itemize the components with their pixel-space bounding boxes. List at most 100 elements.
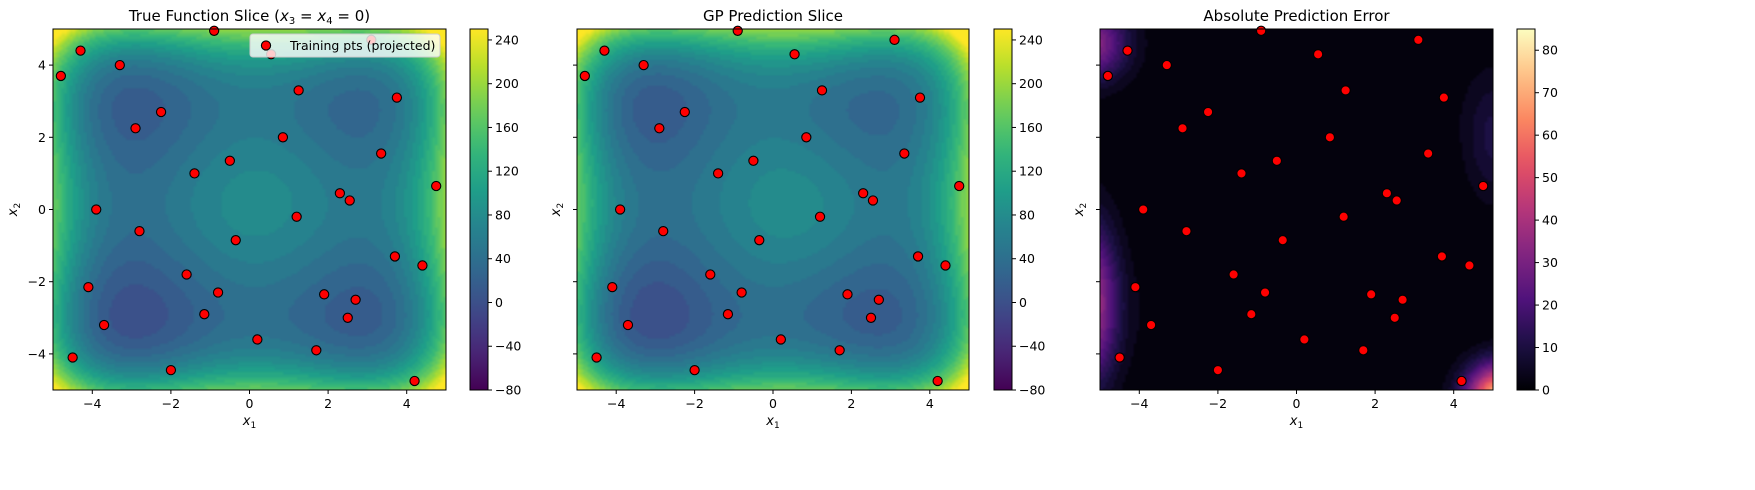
x-tick-label: 4 [926,396,934,411]
x-tick-label: 2 [847,396,855,411]
contour-field [1100,29,1493,390]
training-point [889,34,900,45]
training-point [867,195,879,206]
colorbar-tick-label: 70 [1542,85,1558,100]
training-point [1456,375,1467,387]
colorbar-tick-label: 80 [495,207,511,222]
y-axis-label: x2 [1072,203,1089,217]
training-point [212,287,224,298]
x-tick-label: 2 [1371,396,1379,411]
training-point [1413,34,1424,45]
training-point [1202,106,1214,118]
training-point [1340,85,1351,96]
training-point [954,180,965,192]
training-point [638,59,649,71]
training-point [858,188,869,199]
colorbar-tick-label: −40 [1019,339,1045,354]
training-point [1299,334,1310,345]
training-point [1277,235,1288,246]
x-tick-label: −2 [685,396,703,411]
colorbar [469,28,489,391]
training-point [591,352,602,363]
legend-label: Training pts (projected) [289,38,435,53]
training-point [1358,345,1369,356]
training-point [689,364,700,376]
subplot-1: −4 −2 0 2 4 −4 −2 0 2 4 x1 x2 True Function Slice (x… [6,7,521,431]
training-point [1324,132,1336,143]
colorbar-tick-label: −80 [1019,383,1045,398]
x-tick-label: 4 [403,396,411,411]
training-point [1397,294,1408,305]
training-point [712,168,724,179]
training-point [814,211,826,222]
training-point [181,269,192,280]
training-point [834,345,845,356]
colorbar-tick-label: 240 [1019,32,1043,47]
training-point [208,25,220,36]
training-point [679,106,690,118]
colorbar-tick-label: 40 [1019,251,1035,266]
contour-field [53,29,446,390]
training-point [1381,188,1393,199]
training-point [816,85,828,96]
y-axis-label: x2 [549,203,566,217]
training-point [658,226,669,237]
training-point [748,155,759,166]
training-point [842,289,853,300]
training-point [277,132,289,143]
training-point [932,375,943,387]
legend-box [249,33,441,58]
subplot-3: −4 −2 0 2 4 x1 x2 Absolute Prediction Error 0 10 2… [1072,7,1558,431]
training-point [1259,287,1271,298]
x-tick-label: 2 [324,396,332,411]
y-tick-label: −2 [28,274,46,289]
training-point [1138,204,1149,215]
training-point [83,281,94,293]
training-point [899,148,910,159]
training-point [1228,269,1239,280]
x-tick-label: −4 [1130,396,1148,411]
training-point [311,345,322,356]
training-point [1338,211,1349,222]
training-point [319,289,330,300]
training-point [230,235,241,246]
training-point [155,106,167,118]
training-point [1271,155,1282,166]
training-point [614,204,626,215]
chart-title: Absolute Prediction Error [1203,7,1390,25]
colorbar [993,28,1013,391]
training-point [344,195,355,206]
y-tick-label: 0 [38,202,46,217]
training-point [801,132,812,143]
training-point [1114,352,1125,363]
x-tick-label: 0 [246,396,254,411]
colorbar-tick-label: 30 [1542,255,1558,270]
training-point [1122,45,1133,56]
training-point [224,155,235,166]
training-point [189,168,200,179]
x-axis-label: x1 [1289,414,1303,431]
colorbar-tick-label: 240 [495,32,519,47]
y-tick-label: −4 [28,346,46,361]
colorbar-tick-label: −40 [495,339,521,354]
colorbar-tick-label: 80 [1019,207,1035,222]
x-tick-label: 0 [1293,396,1301,411]
training-point [654,123,665,134]
training-point [1423,148,1434,159]
training-point [376,148,387,159]
chart-title: GP Prediction Slice [703,7,843,25]
training-point [291,211,302,222]
training-point [1478,180,1489,192]
training-point [1246,309,1257,320]
colorbar-tick-label: 40 [495,251,511,266]
legend-marker [260,40,272,51]
training-point [1464,260,1475,271]
training-point [134,226,145,237]
colorbar-tick-label: 20 [1542,298,1558,313]
training-point [1391,195,1402,206]
colorbar-tick-label: 160 [1019,120,1043,135]
training-point [252,334,263,345]
colorbar-tick-label: 80 [1542,43,1558,58]
training-point [705,269,716,280]
training-point [199,309,210,320]
